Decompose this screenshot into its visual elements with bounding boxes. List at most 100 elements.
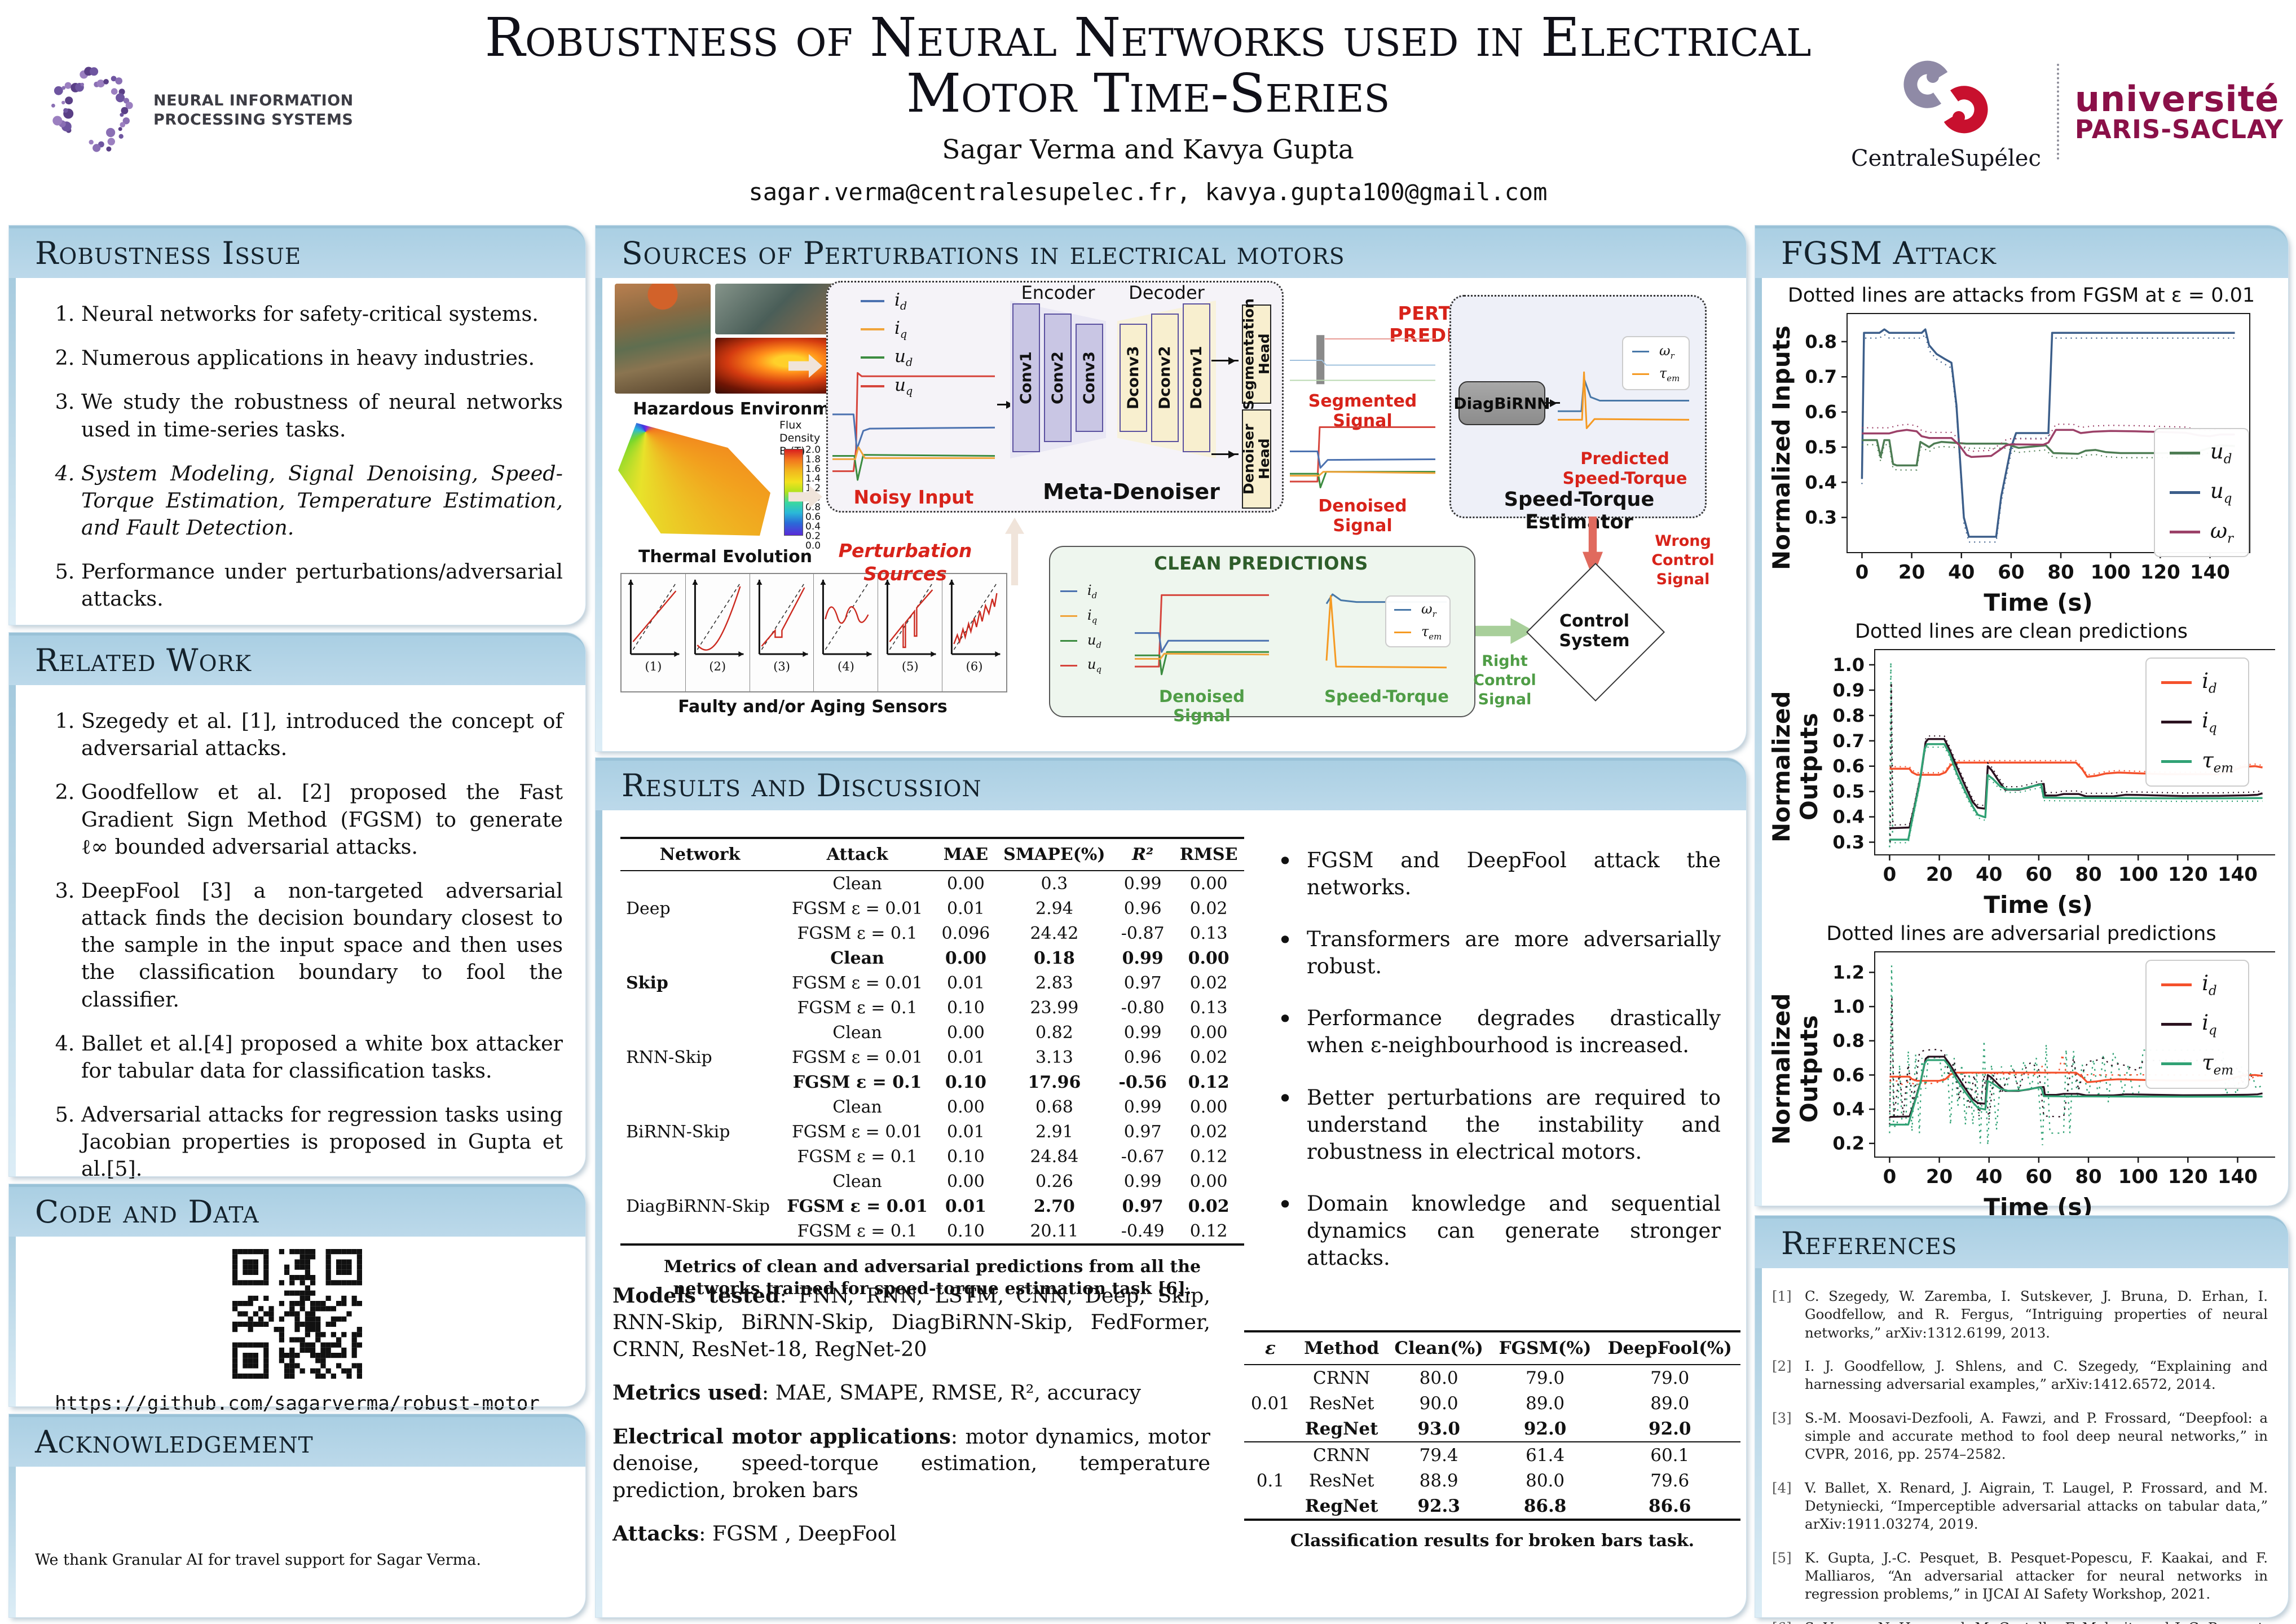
value-cell: 0.96 xyxy=(1123,898,1162,919)
attack-cell: FGSM ε = 0.1 xyxy=(797,923,918,943)
info-text: : motor dynamics, motor denoise, speed-t… xyxy=(612,1424,1210,1502)
legend-entry: id xyxy=(2161,669,2233,696)
noisy-input-chart xyxy=(832,372,995,481)
repo-url[interactable]: https://github.com/sagarverma/robust-mot… xyxy=(55,1392,540,1415)
value-cell: 92.0 xyxy=(1523,1418,1567,1439)
value-cell: 2.83 xyxy=(1035,973,1073,993)
thermal-wedge xyxy=(618,423,770,536)
svg-text:0.7: 0.7 xyxy=(1832,730,1865,752)
value-cell: 2.94 xyxy=(1035,898,1073,919)
info-label: Electrical motor applications xyxy=(612,1424,951,1449)
svg-text:20: 20 xyxy=(1926,1166,1953,1188)
legend-entry: uq xyxy=(861,375,913,398)
info-text: : FGSM , DeepFool xyxy=(699,1521,897,1546)
panel-sources: Sources of Perturbations in electrical m… xyxy=(595,225,1747,752)
svg-text:40: 40 xyxy=(1948,561,1975,584)
legend-label: ud xyxy=(2210,439,2232,467)
svg-text:40: 40 xyxy=(1976,1166,2002,1188)
value-cell: 0.00 xyxy=(947,1097,985,1117)
sensor-plot: (3) xyxy=(750,574,814,691)
broken-bars-table: ε Method Clean(%) FGSM(%) DeepFool(%) 0.01 CRN… xyxy=(1244,1330,1740,1521)
flow-arrow-icon xyxy=(1211,357,1239,365)
legend-swatch xyxy=(1060,615,1077,617)
value-cell: 0.01 xyxy=(947,1122,985,1142)
svg-text:100: 100 xyxy=(2118,1166,2158,1188)
panel-robustness-issue: Robustness Issue Neural networks for saf… xyxy=(8,225,586,625)
chart2-legend: id iq τem xyxy=(2145,657,2249,787)
panel-fgsm-header: FGSM Attack xyxy=(1755,226,2288,278)
legend-entry: iq xyxy=(2161,1010,2233,1038)
value-cell: 0.00 xyxy=(1189,1022,1228,1043)
hazardous-photo-1 xyxy=(615,284,711,394)
contact-email: sagar.verma@centralesupelec.fr, kavya.gu… xyxy=(748,178,1548,206)
value-cell: 0.99 xyxy=(1123,1171,1162,1191)
svg-text:80: 80 xyxy=(2075,863,2101,886)
svg-text:0: 0 xyxy=(1883,1166,1897,1188)
legend-swatch xyxy=(2169,491,2200,494)
chart1-title: Dotted lines are attacks from FGSM at ε … xyxy=(1787,284,2255,307)
legend-entry: ωr xyxy=(1632,343,1680,361)
legend-entry: id xyxy=(1060,582,1101,601)
value-cell: 0.02 xyxy=(1188,1196,1229,1216)
paris-saclay-logo: université PARIS-SACLAY xyxy=(2075,81,2284,142)
bullet-item: Performance degrades drastically when ε-… xyxy=(1275,1003,1721,1059)
value-cell: 79.0 xyxy=(1526,1367,1565,1388)
bullet-item: Transformers are more adversarially robu… xyxy=(1275,924,1721,980)
value-cell: 93.0 xyxy=(1417,1418,1460,1439)
legend-entry: τem xyxy=(2161,748,2233,775)
table-row: FGSM ε = 0.01 0.01 2.94 0.96 0.02 xyxy=(620,896,1244,921)
legend-entry: iq xyxy=(861,318,913,341)
table-header: Clean(%) xyxy=(1386,1330,1491,1365)
predicted-speed-torque-label: Predicted Speed-Torque xyxy=(1562,449,1687,488)
list-item: DeepFool [3] a non-targeted adversarial … xyxy=(81,877,563,1013)
svg-text:140: 140 xyxy=(2190,561,2230,584)
attack-cell: FGSM ε = 0.1 xyxy=(797,998,918,1018)
list-item: Neural networks for safety-critical syst… xyxy=(81,301,563,328)
epsilon-cell: 0.1 xyxy=(1244,1441,1297,1520)
value-cell: 0.99 xyxy=(1123,873,1162,894)
legend-entry: uq xyxy=(1060,656,1101,674)
references-list: [1] C. Szegedy, W. Zaremba, I. Sutskever,… xyxy=(1772,1287,2268,1624)
ack-title: Acknowledgement xyxy=(35,1424,314,1460)
reference-item: [2] I. J. Goodfellow, J. Shlens, and C. S… xyxy=(1772,1357,2268,1394)
chart3-title: Dotted lines are adversarial predictions xyxy=(1826,923,2216,945)
value-cell: 23.99 xyxy=(1030,998,1079,1018)
bullet-item: FGSM and DeepFool attack the networks. xyxy=(1275,845,1721,901)
legend-label: τem xyxy=(1659,365,1680,383)
value-cell: 80.0 xyxy=(1526,1470,1565,1491)
legend-entry: iq xyxy=(1060,607,1101,625)
svg-text:0: 0 xyxy=(1856,561,1869,584)
table-row: FGSM ε = 0.1 0.096 24.42 -0.87 0.13 xyxy=(620,921,1244,946)
decoder-label: Decoder xyxy=(1129,282,1205,303)
chart3-ylabel: Normalized Outputs xyxy=(1768,993,1823,1145)
flow-arrow-icon xyxy=(1211,451,1239,458)
value-cell: -0.67 xyxy=(1121,1146,1165,1167)
legend-entry: ωr xyxy=(2169,519,2233,546)
table-header: Attack xyxy=(779,837,936,871)
table-row: ResNet 90.0 89.0 89.0 xyxy=(1244,1391,1740,1416)
reference-item: [1] C. Szegedy, W. Zaremba, I. Sutskever,… xyxy=(1772,1287,2268,1342)
value-cell: 79.0 xyxy=(1650,1367,1690,1388)
network-cell: RNN-Skip xyxy=(626,1047,712,1067)
value-cell: 90.0 xyxy=(1419,1393,1458,1414)
value-cell: 0.00 xyxy=(1189,1171,1228,1191)
value-cell: 24.42 xyxy=(1030,923,1079,943)
reference-text: S. Verma, N. Henwood, M. Castella, F. Ma… xyxy=(1805,1619,2268,1624)
legend-label: uq xyxy=(1087,656,1101,675)
value-cell: 0.10 xyxy=(947,1146,985,1167)
value-cell: 0.96 xyxy=(1123,1047,1162,1067)
svg-text:1.0: 1.0 xyxy=(1832,654,1865,676)
network-cell: DiagBiRNN-Skip xyxy=(626,1196,770,1216)
broken-bars-table-wrap: ε Method Clean(%) FGSM(%) DeepFool(%) 0.01 CRN… xyxy=(1244,1330,1740,1552)
network-cell: BiRNN-Skip xyxy=(626,1122,730,1142)
flux-tick: 0.2 xyxy=(805,531,821,542)
legend-entry: id xyxy=(2161,971,2233,998)
segmented-signal-chart xyxy=(1290,335,1435,385)
network-cell: Deep xyxy=(626,898,671,919)
legend-entry: ωr xyxy=(1394,601,1442,619)
legend-label: iq xyxy=(2202,708,2217,736)
flux-tick: 0.6 xyxy=(805,511,821,523)
dconv1-block: Dconv1 xyxy=(1183,303,1210,452)
institution-logos: CentraleSupélec université PARIS-SACLAY xyxy=(1851,52,2284,171)
legend-swatch xyxy=(1060,590,1077,593)
